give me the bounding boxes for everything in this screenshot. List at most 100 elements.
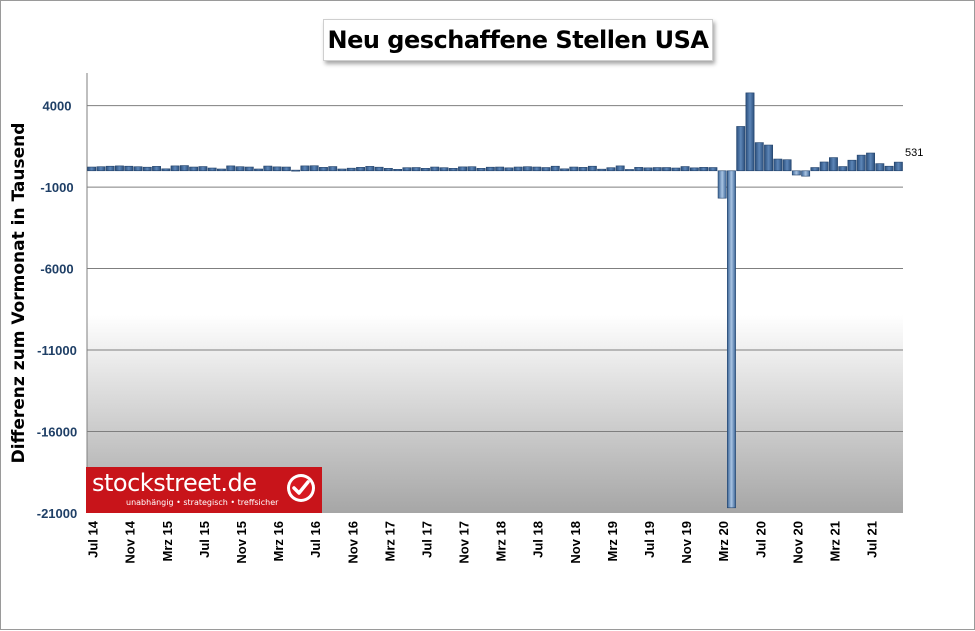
bar xyxy=(513,166,523,172)
y-tick-label: -11000 xyxy=(37,343,77,358)
x-tick-label: Mrz 21 xyxy=(828,521,843,561)
bar xyxy=(448,168,458,172)
bar xyxy=(476,168,486,172)
gridlines xyxy=(87,105,903,433)
bar xyxy=(421,168,430,172)
bar xyxy=(179,165,189,172)
bar xyxy=(309,165,319,172)
bar xyxy=(244,166,254,172)
bar xyxy=(226,165,236,172)
bar xyxy=(717,170,727,199)
bar xyxy=(615,165,625,172)
bar xyxy=(866,152,875,172)
x-tick-label: Jul 21 xyxy=(865,521,880,558)
bar xyxy=(569,166,579,172)
logo-tagline: unabhängig • strategisch • treffsicher xyxy=(126,498,279,507)
bar xyxy=(272,166,282,172)
bar xyxy=(884,165,894,172)
x-tick-label: Nov 14 xyxy=(123,520,138,563)
bar xyxy=(133,166,143,172)
bar xyxy=(346,167,356,172)
bar xyxy=(875,163,885,172)
y-tick-label: -21000 xyxy=(37,506,77,521)
bar xyxy=(115,165,124,172)
bar xyxy=(291,169,301,172)
bar xyxy=(856,154,866,172)
bar xyxy=(606,167,616,172)
bar xyxy=(105,165,115,172)
y-tick-label: -6000 xyxy=(40,262,73,277)
x-tick-label: Nov 19 xyxy=(679,521,694,564)
bar xyxy=(829,157,838,172)
bar xyxy=(523,166,532,172)
bar xyxy=(764,144,773,172)
bar xyxy=(402,167,412,172)
bar xyxy=(263,165,273,172)
bar xyxy=(680,166,690,172)
x-tick-label: Jul 19 xyxy=(642,521,657,558)
bar xyxy=(495,166,505,172)
bar xyxy=(161,168,171,172)
bar xyxy=(300,165,310,172)
x-tick-labels: Jul 14 Nov 14 Mrz 15 Jul 15 Nov 15 Mrz 16 Jul … xyxy=(86,520,880,563)
plot-area xyxy=(87,73,903,513)
bar xyxy=(838,166,848,172)
y-tick-label: -1000 xyxy=(40,180,73,195)
bar xyxy=(893,161,903,172)
x-tick-label: Mrz 15 xyxy=(160,521,175,561)
bar xyxy=(124,165,134,172)
chart-title: Neu geschaffene Stellen USA xyxy=(327,26,710,54)
bar xyxy=(754,142,764,172)
bar xyxy=(550,165,560,172)
x-tick-label: Jul 17 xyxy=(420,521,435,558)
bar xyxy=(87,166,97,172)
stockstreet-logo: stockstreet.de unabhängig • strategisch … xyxy=(86,467,322,513)
x-tick-label: Mrz 16 xyxy=(271,521,286,561)
y-axis-label: Differenz zum Vormonat in Tausend xyxy=(9,122,29,464)
bar xyxy=(467,166,477,172)
x-tick-label: Jul 16 xyxy=(308,521,323,558)
x-tick-label: Mrz 18 xyxy=(494,521,509,561)
bar xyxy=(217,168,226,172)
bar xyxy=(671,167,681,172)
bar xyxy=(458,166,467,172)
x-tick-label: Nov 16 xyxy=(345,521,360,564)
bar xyxy=(439,167,449,172)
bar xyxy=(541,167,551,172)
x-tick-label: Mrz 17 xyxy=(382,521,397,561)
bar xyxy=(504,167,514,172)
bar xyxy=(587,165,597,172)
bar xyxy=(578,167,588,172)
bar xyxy=(801,170,811,177)
bar xyxy=(96,166,106,172)
bar xyxy=(847,159,857,172)
checkmark-icon xyxy=(287,474,315,502)
bar xyxy=(782,159,792,172)
data-label: 531 xyxy=(905,147,923,159)
bar xyxy=(365,166,375,172)
bar xyxy=(708,167,718,172)
x-tick-label: Nov 20 xyxy=(790,521,805,564)
x-tick-label: Jul 18 xyxy=(531,521,546,558)
bar xyxy=(791,170,801,176)
y-tick-labels: 4000 -1000 -6000 -11000 -16000 -21000 xyxy=(37,99,77,521)
bar xyxy=(689,167,699,172)
x-tick-label: Nov 18 xyxy=(568,521,583,564)
bar xyxy=(532,166,542,172)
x-tick-label: Mrz 20 xyxy=(716,521,731,561)
bar xyxy=(597,168,607,172)
bar xyxy=(254,168,263,172)
bar xyxy=(560,168,569,172)
bar xyxy=(736,126,746,172)
bar xyxy=(328,166,338,172)
y-tick-label: 4000 xyxy=(43,99,72,114)
bar xyxy=(383,168,393,172)
bar xyxy=(727,170,736,509)
bar xyxy=(819,161,829,172)
bar xyxy=(374,166,384,172)
x-tick-label: Nov 15 xyxy=(234,521,249,564)
data-labels: 531 xyxy=(905,147,923,159)
x-tick-label: Jul 15 xyxy=(197,521,212,558)
